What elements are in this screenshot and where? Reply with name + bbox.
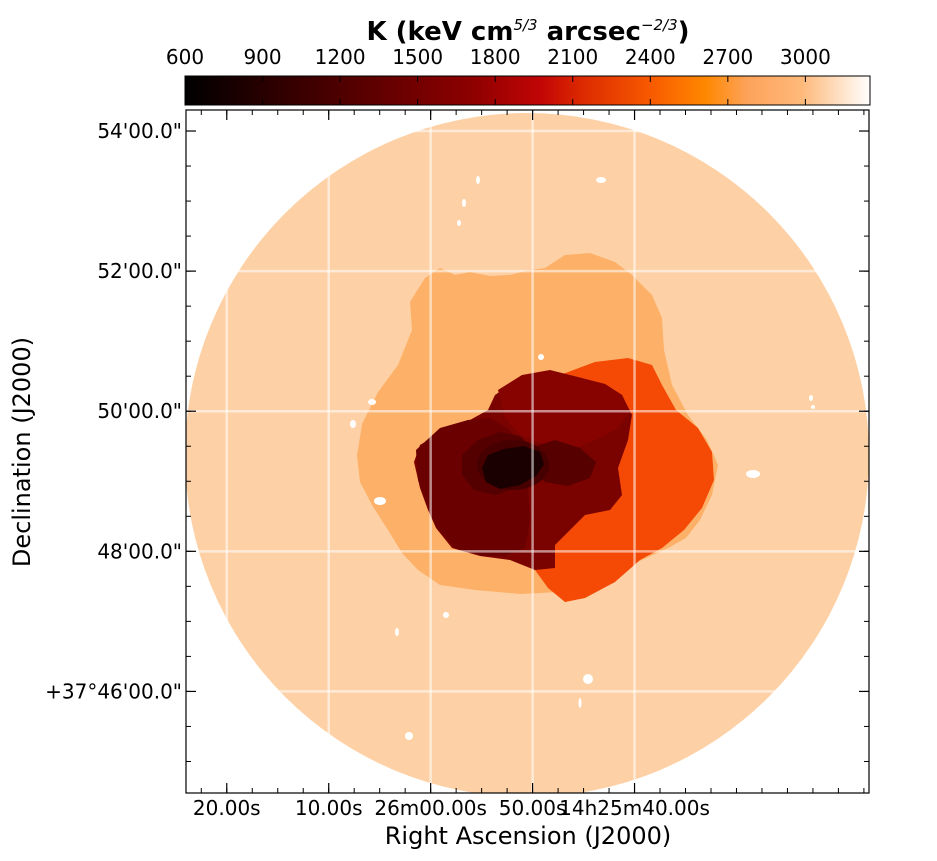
masked-source — [596, 177, 606, 183]
x-tick-label: 10.00s — [295, 796, 363, 820]
coordinate-grid — [186, 110, 869, 793]
colorbar-tick-label: 600 — [166, 45, 204, 69]
x-tick-label: 20.00s — [193, 796, 261, 820]
masked-source — [538, 354, 544, 360]
colorbar-tick-label: 2100 — [547, 45, 598, 69]
masked-point-sources — [350, 176, 815, 740]
x-tick-label: 14h25m40.00s — [559, 796, 710, 820]
colorbar-label-end: ) — [678, 17, 690, 47]
plot-frame — [185, 109, 870, 794]
region-north-west-sector — [535, 358, 714, 602]
masked-source — [457, 220, 461, 226]
colorbar-label-sup1: 5/3 — [513, 16, 537, 34]
masked-source — [746, 470, 760, 478]
masked-source — [578, 698, 582, 708]
colorbar-tick-label: 1200 — [315, 45, 366, 69]
masked-source — [405, 732, 413, 740]
map-image — [186, 113, 869, 793]
colorbar-tick-label: 900 — [243, 45, 281, 69]
colorbar-gradient — [184, 75, 871, 106]
colorbar: K (keV cm5/3 arcsec−2/3) 600 900 1200 1500 1… — [166, 16, 871, 106]
colorbar-tick-label: 2400 — [625, 45, 676, 69]
colorbar-label-main: K (keV cm — [366, 17, 513, 47]
masked-source — [350, 420, 356, 428]
masked-source — [476, 176, 480, 184]
y-axis-label: Declination (J2000) — [8, 337, 36, 567]
masked-source — [395, 628, 399, 636]
x-tick-label: 26m00.00s — [374, 796, 487, 820]
y-tick-label: 52'00.0" — [97, 259, 182, 283]
region-core-ring-west — [530, 440, 596, 486]
masked-source — [368, 399, 376, 405]
colorbar-tick-label: 1500 — [392, 45, 443, 69]
masked-source — [583, 674, 593, 684]
colorbar-ticks: 600 900 1200 1500 1800 2100 2400 2700 3000 — [166, 45, 831, 105]
masked-source — [462, 199, 466, 207]
colorbar-tick-label: 2700 — [702, 45, 753, 69]
y-axis-ticks: 54'00.0" 52'00.0" 50'00.0" 48'00.0" +37°46'0… — [45, 119, 869, 762]
colorbar-tick-label: 3000 — [780, 45, 831, 69]
colorbar-tick-label: 1800 — [470, 45, 521, 69]
x-tick-label: 50.00s — [499, 796, 567, 820]
y-tick-label: 50'00.0" — [97, 399, 182, 423]
colorbar-label: K (keV cm5/3 arcsec−2/3) — [366, 16, 689, 47]
masked-source — [443, 612, 449, 618]
colorbar-label-mid: arcsec — [538, 17, 641, 47]
masked-source — [811, 405, 815, 409]
masked-source — [809, 395, 813, 401]
plot-area: 20.00s 10.00s 26m00.00s 50.00s14h25m40.00s … — [45, 109, 870, 820]
masked-source — [374, 497, 386, 505]
y-tick-label: 48'00.0" — [97, 539, 182, 563]
y-tick-label: 54'00.0" — [97, 119, 182, 143]
x-axis-label: Right Ascension (J2000) — [385, 822, 672, 850]
colorbar-label-sup2: −2/3 — [641, 16, 678, 34]
region-core — [482, 446, 544, 489]
y-tick-label: +37°46'00.0" — [45, 679, 182, 703]
